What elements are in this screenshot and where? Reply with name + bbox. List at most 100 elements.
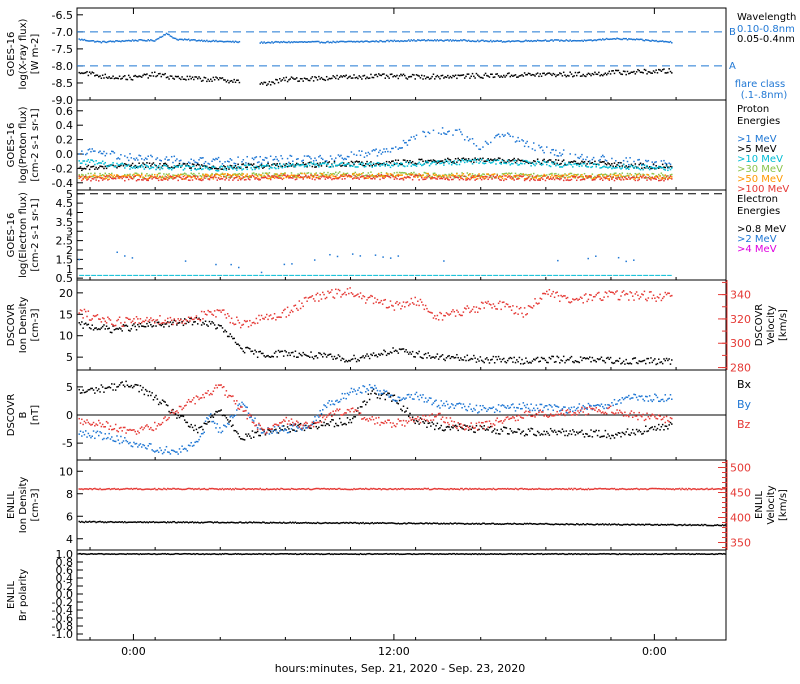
data-point [541,177,543,179]
data-point [286,42,288,44]
data-point [330,166,332,168]
data-point [158,73,160,75]
data-point [276,41,278,43]
data-point [538,179,540,181]
data-point [425,305,427,307]
data-point [534,298,536,300]
data-point [671,295,673,297]
data-point [653,360,655,362]
data-point [299,165,301,167]
data-point [219,179,221,181]
data-point [563,356,565,358]
data-point [217,173,219,175]
data-point [203,163,205,165]
data-point [111,77,113,79]
data-point [319,173,321,175]
data-point [476,161,478,163]
data-point [239,178,241,180]
data-point [506,163,508,165]
data-point [162,179,164,181]
data-point [184,323,186,325]
data-point [448,163,450,165]
data-point [137,384,139,386]
data-point [646,165,648,167]
data-point [351,77,353,79]
data-point [447,356,449,358]
data-point [197,163,199,165]
data-point [598,160,600,162]
data-point [252,322,254,324]
series--2-mev [78,252,634,274]
data-point [197,432,199,434]
data-point [86,40,88,42]
data-point [291,174,293,176]
data-point [524,163,526,165]
data-point [317,177,319,179]
data-point [580,156,582,158]
data-point [418,179,420,181]
data-point [618,361,620,363]
data-point [168,78,170,80]
data-point [335,42,337,44]
data-point [424,132,426,134]
data-point [340,165,342,167]
data-point [497,175,499,177]
data-point [485,301,487,303]
data-point [444,40,446,42]
data-point [571,173,573,175]
data-point [499,176,501,178]
data-point [454,425,456,427]
data-point [529,162,531,164]
data-point [302,352,304,354]
data-point [392,160,394,162]
data-point [433,177,435,179]
data-point [438,40,440,42]
data-point [641,177,643,179]
data-point [502,430,504,432]
data-point [494,173,496,175]
data-point [315,41,317,43]
data-point [407,165,409,167]
data-point [366,163,368,165]
data-point [525,174,527,176]
data-point [585,165,587,167]
data-point [635,293,637,295]
data-point [378,164,380,166]
data-point [231,426,233,428]
data-point [254,323,256,325]
data-point [481,179,483,181]
data-point [140,318,142,320]
data-point [364,357,366,359]
data-point [576,163,578,165]
data-point [490,40,492,42]
data-point [508,172,510,174]
data-point [218,324,220,326]
data-point [286,163,288,165]
data-point [454,40,456,42]
data-point [480,161,482,163]
data-point [627,178,629,180]
data-point [275,41,277,43]
data-point [537,158,539,160]
data-point [280,165,282,167]
data-point [205,174,207,176]
data-point [580,176,582,178]
data-point [530,75,532,77]
data-point [98,152,100,154]
data-point [467,161,469,163]
data-point [494,428,496,430]
data-point [201,39,203,41]
data-point [353,74,355,76]
data-point [635,177,637,179]
data-point [579,163,581,165]
data-point [537,175,539,177]
data-point [194,168,196,170]
series-bx [78,381,672,441]
data-point [482,40,484,42]
data-point [627,168,629,170]
data-point [326,423,328,425]
data-point [157,398,159,400]
data-point [86,166,88,168]
data-point [227,80,229,82]
data-point [297,175,299,177]
